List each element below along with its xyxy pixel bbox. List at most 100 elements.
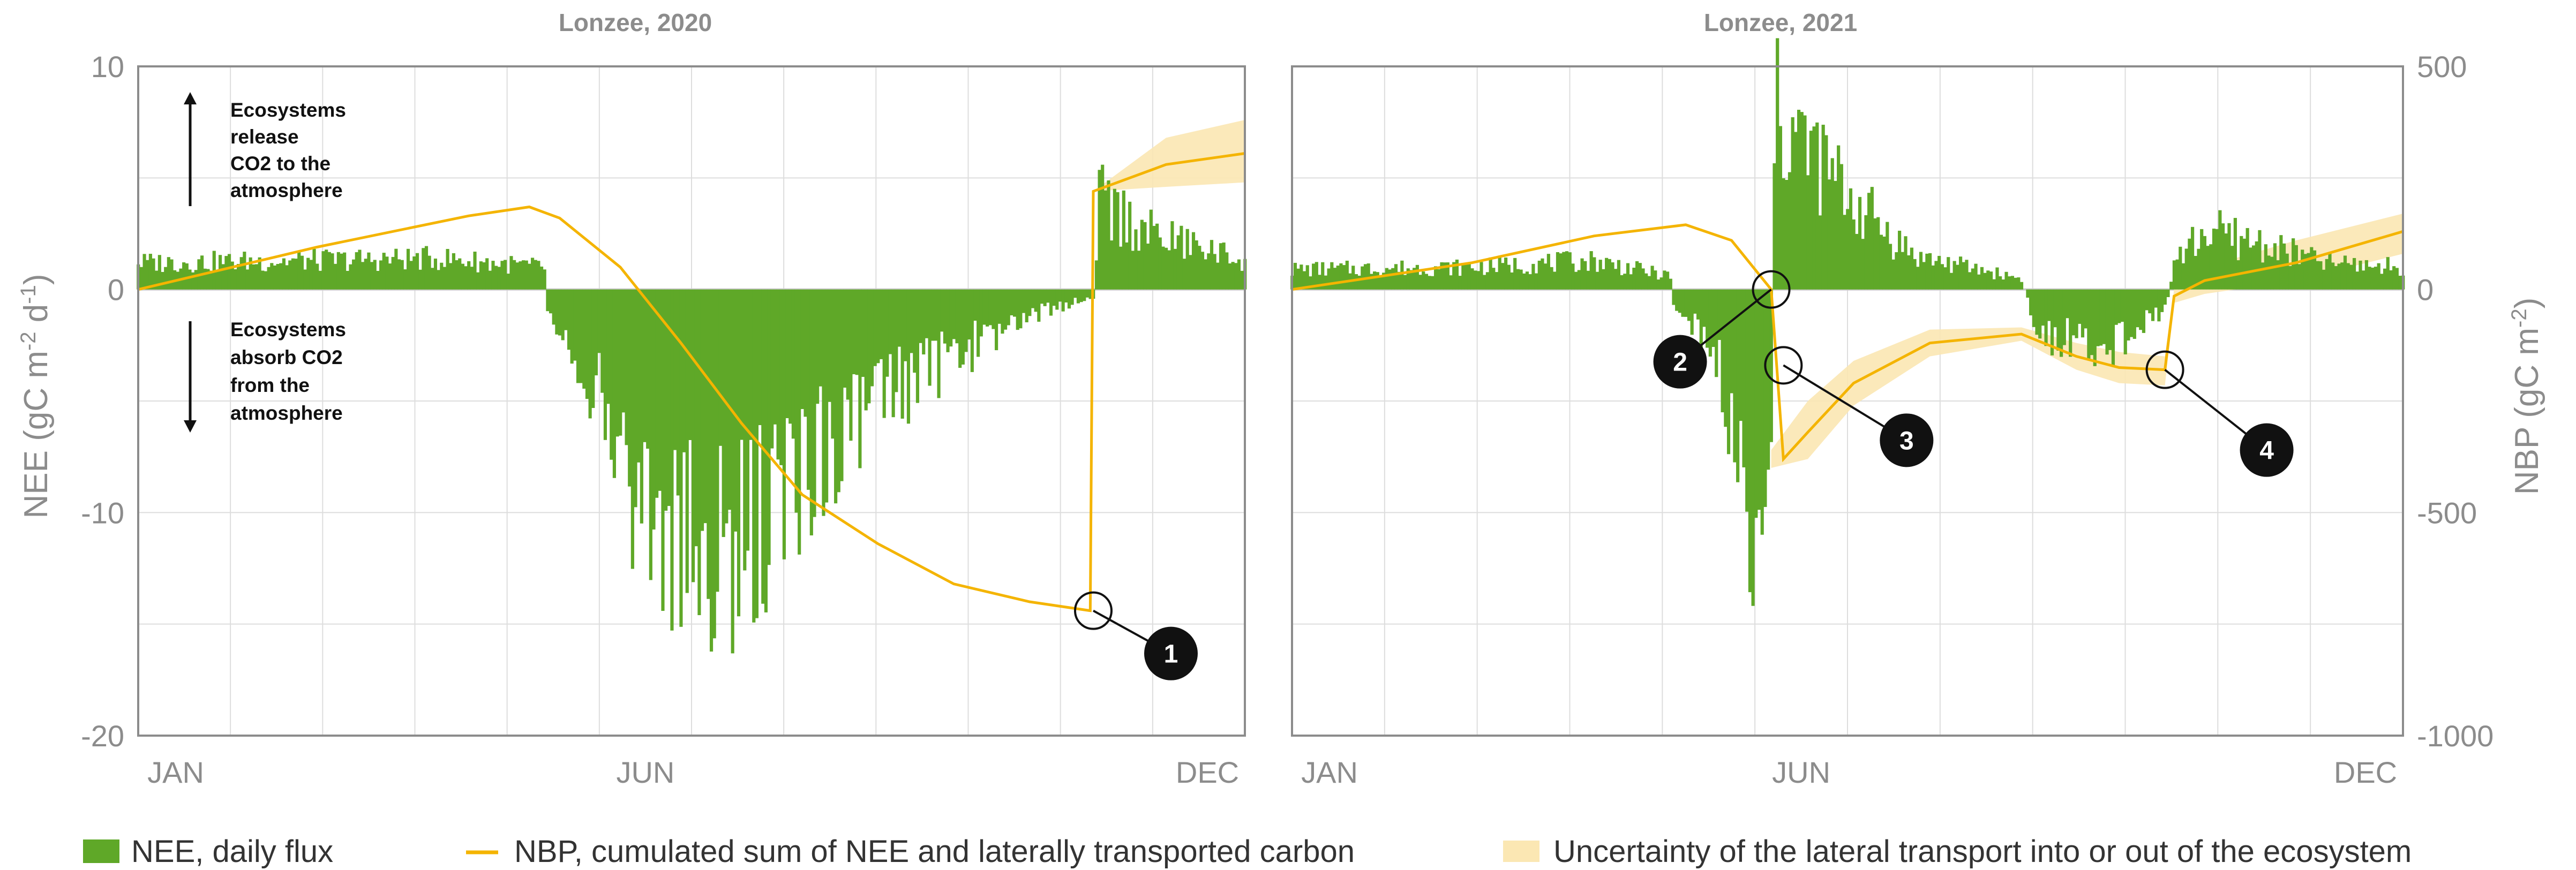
nee-bar bbox=[376, 270, 380, 290]
y-tick-label: -500 bbox=[2417, 496, 2477, 529]
nee-bar bbox=[1073, 289, 1077, 298]
nee-bar bbox=[340, 253, 343, 290]
nee-bar bbox=[2184, 248, 2188, 290]
nee-bar bbox=[1522, 273, 1526, 290]
nee-bar bbox=[415, 253, 419, 290]
nee-bar bbox=[452, 253, 455, 290]
nee-bar bbox=[831, 289, 835, 439]
nee-bar bbox=[1870, 187, 1874, 290]
nee-bar bbox=[1025, 289, 1028, 323]
nee-bar bbox=[458, 258, 462, 290]
nee-bar bbox=[1544, 263, 1548, 290]
nee-bar bbox=[1431, 276, 1435, 290]
nee-bar bbox=[2282, 243, 2286, 290]
nee-bar bbox=[2245, 228, 2249, 290]
nee-bar bbox=[236, 264, 241, 290]
nee-bar bbox=[442, 267, 447, 290]
nee-bar bbox=[279, 263, 283, 290]
nee-bar bbox=[1934, 261, 1938, 290]
y-tick-label: -1000 bbox=[2417, 719, 2494, 753]
nee-bar bbox=[1827, 179, 1831, 290]
nee-bar bbox=[139, 267, 143, 290]
nee-bar bbox=[873, 289, 877, 366]
nee-bar bbox=[1992, 279, 1996, 290]
nee-bar bbox=[227, 254, 231, 290]
nee-bar bbox=[1046, 289, 1050, 303]
nee-bar bbox=[1079, 289, 1083, 302]
nee-bar bbox=[2340, 262, 2344, 290]
nee-bar bbox=[2188, 238, 2191, 290]
nee-bar bbox=[1745, 289, 1749, 512]
nee-bar bbox=[1446, 262, 1450, 290]
nee-bar bbox=[922, 289, 926, 355]
y-ticks-right: 500 0 -500 -1000 bbox=[2417, 50, 2494, 753]
nee-bar bbox=[2017, 277, 2021, 290]
nee-bar bbox=[1541, 258, 1544, 290]
nee-bar bbox=[2136, 289, 2139, 328]
nee-bar bbox=[2071, 289, 2075, 336]
nee-bar bbox=[264, 271, 268, 290]
nee-bar bbox=[2148, 289, 2152, 314]
nee-bar bbox=[1846, 209, 1850, 290]
nee-bar bbox=[1659, 277, 1663, 290]
nee-bar bbox=[1083, 289, 1086, 301]
nee-bar bbox=[2047, 289, 2051, 321]
nee-bar bbox=[2062, 289, 2066, 345]
nee-bar bbox=[1965, 260, 1969, 290]
nee-bar bbox=[325, 249, 328, 290]
nee-bar bbox=[594, 289, 598, 376]
nee-bar bbox=[1510, 272, 1514, 290]
nee-bar bbox=[1531, 263, 1535, 290]
nee-bar bbox=[1629, 274, 1633, 290]
nee-bar bbox=[2181, 263, 2186, 290]
nee-bar bbox=[1318, 275, 1321, 290]
nee-bar bbox=[2127, 289, 2130, 341]
nee-bar bbox=[391, 256, 395, 290]
nee-bar bbox=[1128, 201, 1132, 290]
nee-bar bbox=[1185, 229, 1189, 290]
nee-bar bbox=[579, 289, 583, 383]
nee-bar bbox=[694, 289, 698, 547]
nee-bar bbox=[522, 260, 525, 290]
nee-bar bbox=[1577, 270, 1581, 290]
marker-badge bbox=[1653, 335, 1707, 389]
nee-bar bbox=[2142, 289, 2146, 333]
nee-bar bbox=[1034, 289, 1038, 312]
annotation-release-line: atmosphere bbox=[230, 179, 343, 201]
nee-bar bbox=[1598, 260, 1602, 290]
nee-bar bbox=[828, 289, 831, 402]
nee-bar bbox=[1550, 267, 1553, 290]
nee-bar bbox=[1012, 289, 1017, 317]
nee-bar bbox=[988, 289, 992, 326]
panel-2021: Lonzee, 2021 500 0 -500 -1000 JAN JUN DEC 2 3 4… bbox=[1290, 9, 2545, 789]
nee-bar bbox=[194, 270, 198, 290]
nee-bar bbox=[1947, 257, 1950, 290]
nee-bar bbox=[2334, 266, 2338, 290]
nee-bar bbox=[2255, 241, 2258, 290]
nee-bar bbox=[1724, 289, 1728, 427]
nee-bar bbox=[1864, 215, 1868, 290]
nee-bar bbox=[203, 268, 207, 290]
nee-bar bbox=[1055, 289, 1059, 310]
nee-bar bbox=[800, 289, 804, 410]
nee-bar bbox=[1070, 289, 1074, 305]
nee-bar bbox=[849, 289, 853, 441]
nee-bar bbox=[794, 289, 798, 513]
nee-bar bbox=[1665, 271, 1670, 290]
nee-bar bbox=[1507, 264, 1511, 290]
nee-bar bbox=[925, 289, 928, 338]
nee-bar bbox=[1904, 236, 1907, 290]
nee-bar bbox=[1116, 192, 1120, 290]
nee-bar bbox=[1098, 170, 1101, 290]
nee-bar bbox=[1330, 262, 1334, 290]
nee-bar bbox=[867, 289, 871, 404]
nee-bar bbox=[1907, 255, 1911, 290]
nee-bar bbox=[273, 265, 277, 290]
nee-bar bbox=[515, 262, 519, 290]
nee-bar bbox=[1837, 145, 1841, 290]
nee-bar bbox=[1225, 252, 1229, 290]
nee-bar bbox=[1464, 264, 1468, 290]
nee-bar bbox=[1406, 268, 1410, 290]
nee-bar bbox=[1131, 251, 1135, 290]
